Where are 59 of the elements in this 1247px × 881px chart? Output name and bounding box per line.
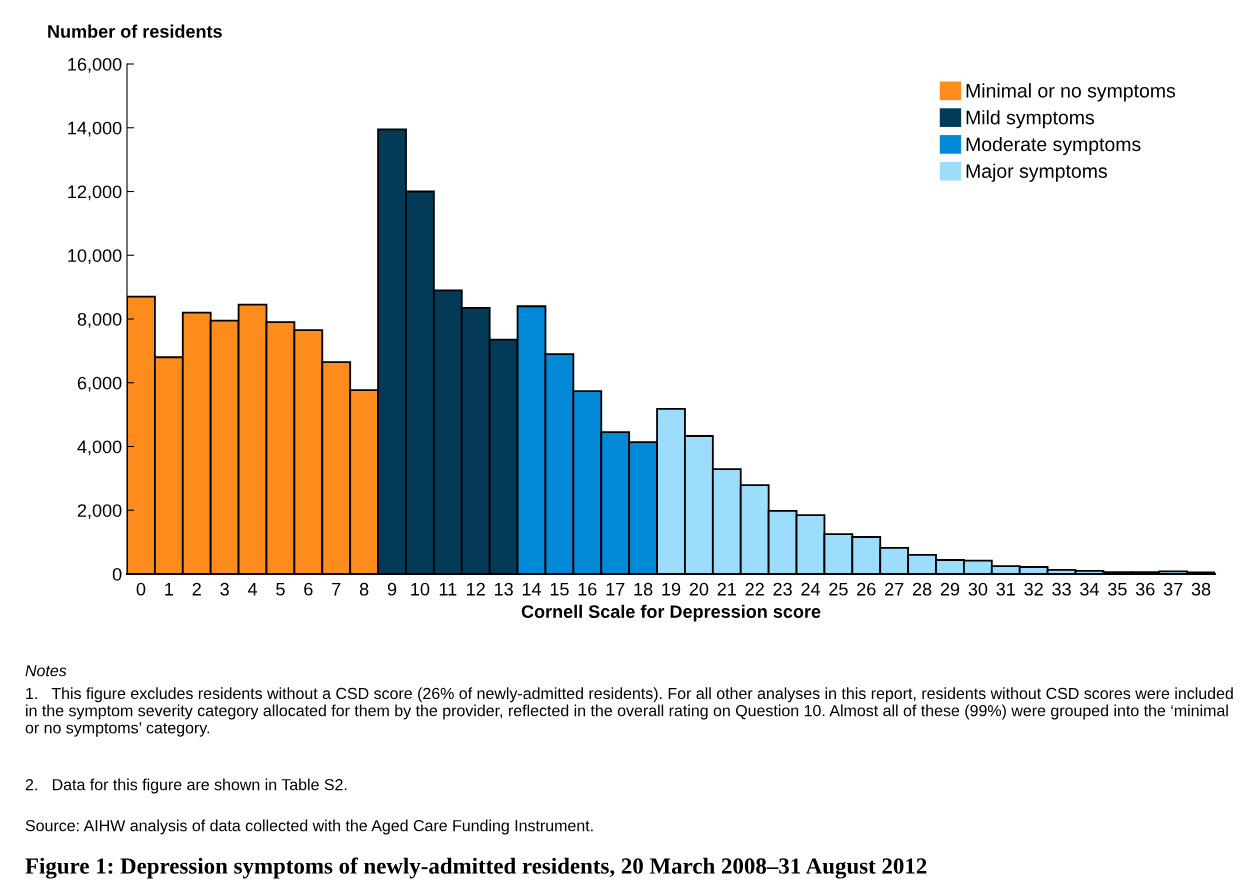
x-tick-label: 9 (387, 582, 397, 596)
x-tick-label: 21 (717, 582, 736, 596)
text: 2. Data for this figure are shown in Table S2. (25, 778, 347, 794)
legend-label: Mild symptoms (966, 110, 1094, 129)
x-tick-label: 12 (467, 582, 485, 596)
x-tick-label: 11 (439, 583, 457, 596)
text: 1. This figure excludes residents without a CSD score (26% of newly-admitted residents). For all other analyses in this report, residents without CSD scores were included in the symptom severity category allocated for them by the provider, reflected in the overall rating on Question 10. Almost all of these (99%) were grouped into the ‘minimal or no symptoms’ category. (25, 687, 1233, 737)
legend-label: Major symptoms (966, 163, 1107, 182)
y-tick-label: 6,000 (77, 376, 122, 392)
x-tick-label: 7 (332, 583, 341, 596)
x-tick-label: 2 (192, 582, 201, 596)
x-tick-label: 37 (1163, 582, 1183, 596)
x-tick-label: 19 (662, 582, 681, 596)
x-tick-label: 16 (578, 582, 597, 596)
x-tick-label: 10 (411, 582, 430, 596)
source-note: Source: AIHW analysis of data collected with the Aged Care Funding Instrument. (25, 819, 593, 835)
x-tick-label: 33 (1052, 582, 1071, 596)
x-tick-label: 20 (689, 582, 709, 596)
x-tick-label: 22 (745, 582, 764, 596)
x-tick-label: 14 (522, 583, 542, 596)
y-tick-label: 4,000 (77, 440, 122, 456)
y-tick-label: 14,000 (68, 121, 122, 137)
x-tick-label: 0 (136, 582, 146, 596)
x-tick-label: 17 (606, 583, 625, 596)
x-tick-label: 35 (1108, 582, 1127, 596)
x-tick-label: 30 (968, 582, 988, 596)
x-tick-label: 8 (359, 582, 369, 596)
x-tick-label: 24 (801, 582, 820, 596)
legend-label: Moderate symptoms (966, 136, 1141, 156)
x-tick-label: 25 (829, 582, 848, 596)
text: Notes (25, 665, 67, 677)
y-tick-label: 16,000 (68, 57, 122, 73)
legend-label: Minimal or no symptoms (966, 83, 1176, 102)
y-tick-label: 10,000 (68, 249, 122, 265)
x-tick-label: 23 (773, 582, 792, 596)
x-tick-label: 13 (494, 582, 513, 596)
x-tick-label: 38 (1191, 582, 1211, 596)
x-tick-label: 28 (912, 582, 932, 596)
x-tick-label: 5 (276, 583, 285, 596)
x-tick-label: 27 (885, 582, 904, 596)
x-tick-label: 32 (1024, 582, 1043, 596)
x-tick-label: 29 (940, 582, 960, 596)
x-tick-label: 31 (996, 582, 1015, 596)
x-tick-label: 26 (857, 582, 876, 596)
y-tick-label: 0 (112, 567, 122, 581)
x-tick-label: 4 (247, 583, 258, 596)
x-tick-label: 34 (1080, 582, 1099, 596)
x-tick-label: 1 (165, 583, 173, 596)
x-tick-label: 18 (634, 582, 653, 596)
y-axis-title: Number of residents (48, 24, 222, 38)
x-tick-label: 6 (304, 582, 313, 596)
x-tick-label: 3 (220, 582, 229, 596)
x-axis-title: Cornell Scale for Depression score (521, 604, 821, 622)
y-tick-label: 8,000 (77, 312, 122, 328)
text: Figure 1: Depression symptoms of newly-admitted residents, 20 March 2008–31 August 2012 (25, 857, 927, 879)
y-tick-label: 12,000 (68, 185, 122, 201)
x-tick-label: 36 (1135, 582, 1155, 596)
x-tick-label: 15 (550, 583, 569, 596)
y-tick-label: 2,000 (77, 504, 122, 520)
